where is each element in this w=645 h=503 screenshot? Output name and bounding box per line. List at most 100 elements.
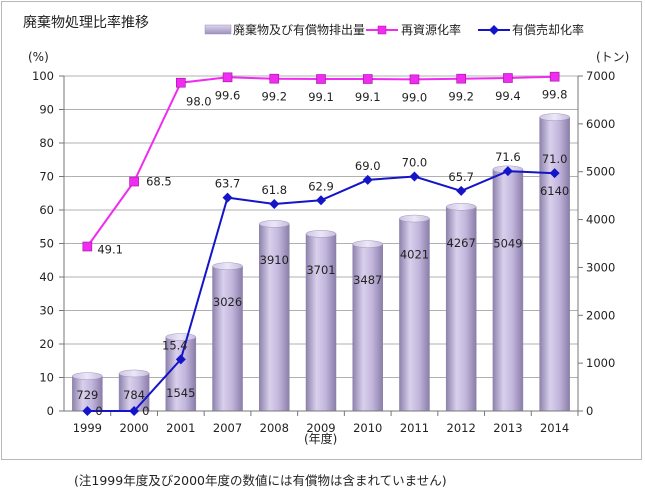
y-left-unit: (%) xyxy=(28,50,49,64)
y-right-tick-label: 0 xyxy=(586,404,593,418)
x-unit: (年度) xyxy=(304,431,337,446)
bar-value-label: 784 xyxy=(123,388,145,402)
y-right-tick-label: 4000 xyxy=(586,213,615,227)
recycling-rate-point xyxy=(362,74,373,84)
legend-label-bars: 廃棄物及び有償物排出量 xyxy=(233,22,365,37)
bar-value-label: 3910 xyxy=(260,253,289,267)
x-tick-label: 2008 xyxy=(260,421,289,435)
bar-cap xyxy=(305,230,337,238)
y-left-tick-label: 30 xyxy=(39,304,54,318)
sale-rate-label: 70.0 xyxy=(402,156,428,170)
chart-title: 廃棄物処理比率推移 xyxy=(23,14,149,31)
bar-value-label: 4267 xyxy=(447,236,476,250)
sale-rate-point xyxy=(269,198,280,209)
x-tick-label: 2014 xyxy=(540,421,569,435)
legend-item-bars: 廃棄物及び有償物排出量 xyxy=(204,22,365,37)
x-tick-label: 2009 xyxy=(306,421,335,435)
y-right-tick-label: 2000 xyxy=(586,308,615,322)
legend-item-sale-rate: 有償売却化率 xyxy=(478,22,584,37)
sale-rate-label: 62.9 xyxy=(308,179,334,193)
sale-rate-point xyxy=(222,192,233,203)
y-left-tick-label: 70 xyxy=(39,170,54,184)
recycling-rate-label: 99.0 xyxy=(402,90,428,104)
bar-cap xyxy=(539,113,570,121)
recycling-rate-point xyxy=(269,73,280,84)
y-right-unit: (トン) xyxy=(596,50,629,64)
recycling-rate-point xyxy=(176,77,186,88)
bar xyxy=(445,206,477,412)
recycling-rate-point xyxy=(222,72,233,83)
sale-rate-label: 65.7 xyxy=(448,170,474,184)
sale-rate-point xyxy=(316,195,326,206)
y-right-tick-label: 7000 xyxy=(586,69,615,83)
x-tick-label: 2013 xyxy=(493,421,522,435)
bar-value-label: 3701 xyxy=(306,263,335,277)
axes xyxy=(59,75,583,416)
y-left-tick-label: 10 xyxy=(39,371,54,385)
bar-value-label: 3487 xyxy=(353,273,382,287)
sale-rate-label: 71.6 xyxy=(495,150,521,164)
sale-rate-label: 71.0 xyxy=(542,152,568,166)
bar-value-label: 4021 xyxy=(400,248,429,262)
x-tick-label: 2011 xyxy=(400,421,429,435)
recycling-rate-label: 49.1 xyxy=(97,243,123,257)
recycling-rate-point xyxy=(456,73,466,84)
recycling-rate-label: 99.1 xyxy=(355,90,381,104)
bar-cap xyxy=(72,372,103,380)
recycling-rate-point xyxy=(503,73,513,83)
y-left-tick-label: 90 xyxy=(39,103,54,117)
bar xyxy=(118,373,150,412)
sale-rate-point xyxy=(456,185,467,196)
sale-rate-label: 0 xyxy=(95,404,102,418)
y-left-tick-label: 40 xyxy=(39,270,54,284)
x-tick-label: 2000 xyxy=(119,421,148,435)
sale-rate-label: 15.4 xyxy=(162,338,188,352)
bar-cap xyxy=(399,214,430,223)
bar-cap xyxy=(118,369,150,378)
sale-rate-label: 61.8 xyxy=(261,183,287,197)
x-tick-label: 2001 xyxy=(166,421,195,435)
sale-rate-point xyxy=(549,168,560,179)
recycling-rate-label: 99.8 xyxy=(542,88,568,102)
bar xyxy=(399,218,430,412)
bar-value-label: 1545 xyxy=(166,386,195,400)
bar xyxy=(539,116,570,412)
recycling-rate-label: 68.5 xyxy=(146,175,172,189)
x-tick-label: 1999 xyxy=(73,421,102,435)
sale-rate-point xyxy=(175,354,186,365)
x-tick-label: 2010 xyxy=(353,421,382,435)
recycling-rate-label: 99.4 xyxy=(495,89,521,103)
bar-cap xyxy=(352,240,383,248)
recycling-rate-label: 99.2 xyxy=(448,90,474,104)
bar xyxy=(259,223,290,412)
y-left-tick-label: 20 xyxy=(39,337,54,351)
x-tick-label: 2007 xyxy=(213,421,242,435)
legend: 廃棄物及び有償物排出量 再資源化率 有償売却化率 xyxy=(204,22,584,37)
y-right-tick-label: 3000 xyxy=(586,260,615,274)
recycling-rate-label: 98.0 xyxy=(186,95,212,109)
y-left-tick-label: 100 xyxy=(32,69,54,83)
bar-cap xyxy=(212,262,243,270)
y-left-tick-label: 60 xyxy=(39,203,54,217)
sale-rate-point xyxy=(129,406,140,416)
bar-value-label: 729 xyxy=(76,388,98,402)
x-tick-label: 2012 xyxy=(447,421,476,435)
sale-rate-label: 69.0 xyxy=(355,159,381,173)
sale-rate-label: 63.7 xyxy=(215,177,241,191)
bar-value-label: 6140 xyxy=(540,184,569,198)
y-left-tick-label: 80 xyxy=(39,136,54,150)
recycling-rate-label: 99.2 xyxy=(261,90,287,104)
bar-value-label: 5049 xyxy=(493,236,522,250)
legend-label-recycling-rate: 再資源化率 xyxy=(401,22,461,37)
y-right-tick-label: 5000 xyxy=(586,165,615,179)
bar xyxy=(352,243,383,412)
recycling-rate-point xyxy=(82,241,93,252)
sale-rate-point xyxy=(502,166,513,177)
recycling-rate-point xyxy=(316,74,326,84)
sale-rate-point xyxy=(362,174,373,185)
bar-value-label: 3026 xyxy=(213,295,242,309)
recycling-rate-point xyxy=(409,74,420,85)
bar-cap xyxy=(445,203,477,211)
sale-rate-point xyxy=(82,406,93,416)
recycling-rate-label: 99.1 xyxy=(308,90,334,104)
